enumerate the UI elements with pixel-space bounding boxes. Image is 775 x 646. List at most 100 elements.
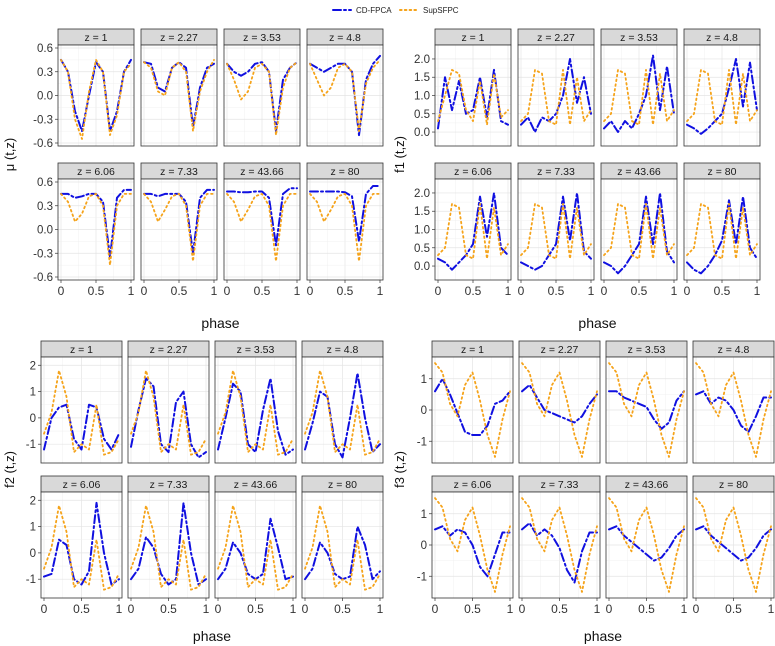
panel-5: z = 7.33 0 0.5 1	[517, 162, 595, 298]
panel-border	[140, 44, 218, 147]
panel-border	[127, 356, 210, 464]
series-line-cd-fpca	[309, 185, 381, 243]
x-tick-label: 0	[307, 284, 314, 298]
legend-label-0: CD-FPCA	[356, 6, 392, 15]
series-line-supsfpc	[695, 497, 772, 593]
y-tick-label: 1	[421, 509, 427, 521]
facet-strip-label: z = 3.53	[620, 32, 658, 44]
chart-block-0: z = 1 -0.6 -0.3 0.0 0.3 0.6 z = 2.27 z = 3.53 z …	[2, 28, 384, 331]
x-tick-label: 1	[128, 284, 135, 298]
series-line-cd-fpca	[226, 61, 298, 133]
facet-strip-label: z = 7.33	[541, 479, 579, 491]
series-line-supsfpc	[608, 497, 685, 593]
x-tick-label: 0	[693, 602, 700, 616]
panel-4: z = 6.06 -1 0 1 2 0 0.5 1	[26, 475, 123, 616]
panel-border	[517, 44, 595, 147]
series-line-supsfpc	[309, 192, 381, 263]
panel-6: z = 43.66 0 0.5 1	[223, 162, 301, 298]
x-tick-label: 0	[141, 284, 148, 298]
y-tick-label: 1.0	[414, 91, 430, 103]
series-line-supsfpc	[521, 362, 598, 458]
gridlines	[41, 357, 122, 463]
facet-strip-label: z = 2.27	[541, 344, 579, 356]
facet-strip-label: z = 1	[70, 344, 93, 356]
y-tick-label: -0.3	[33, 114, 53, 126]
series-line-cd-fpca	[304, 372, 381, 459]
panel-3: z = 4.8	[683, 28, 761, 147]
x-tick-label: 0.5	[160, 602, 177, 616]
facet-strip-label: z = 80	[708, 166, 737, 178]
x-tick-label: 0.5	[725, 602, 742, 616]
panel-border	[223, 44, 301, 147]
panel-5: z = 7.33 0 0.5 1	[127, 475, 210, 616]
panel-7: z = 80 0 0.5 1	[306, 162, 384, 298]
panel-6: z = 43.66 0 0.5 1	[605, 475, 688, 616]
facet-strip-label: z = 6.06	[454, 479, 492, 491]
panel-border	[605, 356, 688, 464]
series-line-cd-fpca	[695, 525, 772, 562]
series-line-cd-fpca	[520, 192, 592, 271]
y-axis-title: μ (t,z)	[2, 138, 17, 171]
x-tick-label: 0.5	[631, 284, 648, 298]
series-line-supsfpc	[226, 61, 298, 137]
series-line-cd-fpca	[217, 377, 294, 456]
x-axis-title: phase	[584, 628, 622, 644]
panel-0: z = 1 -1 0 1	[417, 340, 514, 464]
series-line-supsfpc	[309, 59, 381, 133]
series-line-cd-fpca	[686, 195, 758, 275]
x-tick-label: 1	[681, 602, 688, 616]
y-tick-label: -0.6	[33, 272, 53, 284]
y-tick-label: 2.0	[414, 54, 430, 66]
x-tick-label: 0	[224, 284, 231, 298]
y-tick-label: 0.5	[414, 243, 430, 255]
facet-strip-label: z = 4.8	[327, 344, 359, 356]
x-tick-label: 1	[203, 602, 210, 616]
series-line-supsfpc	[520, 69, 592, 126]
series-line-supsfpc	[60, 192, 132, 267]
panel-6: z = 43.66 0 0.5 1	[600, 162, 678, 298]
series-line-cd-fpca	[434, 525, 511, 578]
facet-strip-label: z = 7.33	[537, 166, 575, 178]
x-tick-label: 0	[519, 602, 526, 616]
x-tick-label: 0	[432, 602, 439, 616]
facet-strip-label: z = 43.66	[617, 166, 661, 178]
y-tick-label: 0.0	[37, 91, 53, 103]
series-line-supsfpc	[608, 362, 685, 458]
panel-5: z = 7.33 0 0.5 1	[140, 162, 218, 298]
facet-strip-label: z = 3.53	[628, 344, 666, 356]
series-line-supsfpc	[217, 504, 294, 591]
gridlines	[519, 492, 600, 598]
y-tick-label: 2	[30, 360, 36, 372]
series-line-cd-fpca	[608, 525, 685, 562]
x-tick-label: 0	[58, 284, 65, 298]
series-line-cd-fpca	[603, 192, 675, 275]
y-tick-label: 0.0	[37, 225, 53, 237]
series-line-supsfpc	[217, 369, 294, 456]
facet-strip-label: z = 43.66	[234, 479, 278, 491]
facet-strip-label: z = 4.8	[329, 32, 361, 44]
y-tick-label: 0	[30, 548, 36, 560]
panel-0: z = 1 -0.6 -0.3 0.0 0.3 0.6	[33, 28, 135, 150]
x-tick-label: 1	[507, 602, 514, 616]
panel-2: z = 3.53	[605, 340, 688, 464]
series-line-cd-fpca	[43, 403, 120, 451]
y-tick-label: -1	[417, 436, 427, 448]
y-tick-label: 0.6	[37, 43, 53, 55]
y-tick-label: 0	[30, 413, 36, 425]
x-tick-label: 0.5	[334, 602, 351, 616]
panel-7: z = 80 0 0.5 1	[692, 475, 775, 616]
facet-strip-label: z = 80	[328, 479, 357, 491]
x-tick-label: 0	[435, 284, 442, 298]
facet-strip-label: z = 7.33	[160, 166, 198, 178]
x-tick-label: 0	[518, 284, 525, 298]
x-tick-label: 1	[505, 284, 512, 298]
series-line-supsfpc	[686, 69, 758, 126]
panel-7: z = 80 0 0.5 1	[301, 475, 384, 616]
gridlines	[141, 179, 217, 280]
series-line-cd-fpca	[226, 187, 298, 247]
y-tick-label: 0.0	[414, 127, 430, 139]
x-tick-label: 1	[768, 602, 775, 616]
x-tick-label: 1	[594, 602, 601, 616]
